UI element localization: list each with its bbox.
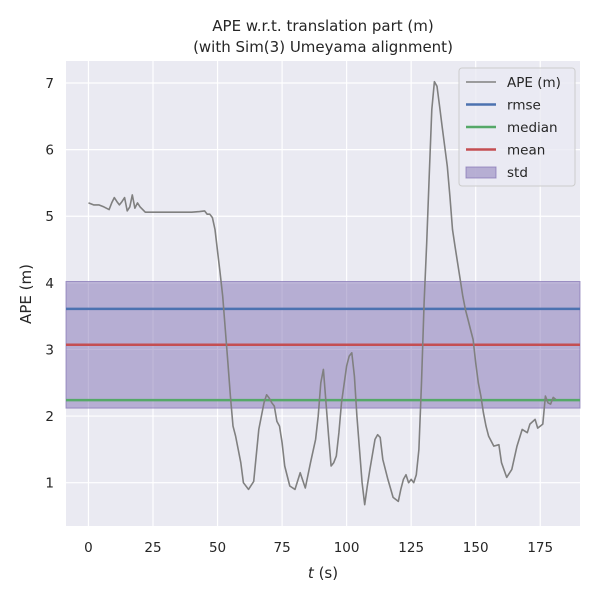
x-tick-label: 100	[334, 540, 360, 556]
y-axis-label: APE (m)	[17, 264, 35, 324]
x-tick-label: 75	[273, 540, 290, 556]
series-layer	[88, 80, 557, 506]
y-tick-label: 1	[45, 476, 54, 492]
legend: APE (m) rmse median mean std	[458, 67, 576, 187]
x-tick-label: 25	[144, 540, 161, 556]
legend-entry-ape-label: APE (m)	[507, 75, 561, 91]
x-axis-label: t (s)	[308, 564, 338, 582]
chart-title: APE w.r.t. translation part (m)	[212, 17, 433, 35]
x-tick-labels: 0 25 50 75 100 125 150 175	[84, 540, 553, 556]
x-axis-unit: (s)	[314, 564, 338, 582]
stat-lines-layer	[66, 307, 580, 402]
legend-entry-median-label: median	[507, 120, 558, 136]
x-tick-label: 50	[209, 540, 226, 556]
legend-entry-std-label: std	[507, 165, 528, 181]
y-tick-label: 3	[45, 342, 54, 358]
legend-entry-mean-label: mean	[507, 143, 545, 159]
x-tick-label: 150	[463, 540, 489, 556]
y-tick-label: 2	[45, 409, 54, 425]
x-tick-label: 175	[527, 540, 553, 556]
chart-subtitle: (with Sim(3) Umeyama alignment)	[193, 38, 453, 56]
y-tick-label: 5	[45, 209, 54, 225]
y-tick-label: 4	[45, 276, 54, 292]
legend-box	[458, 67, 576, 187]
legend-entry-std-swatch	[465, 166, 497, 179]
x-axis-var: t	[308, 564, 315, 582]
y-tick-label: 6	[45, 143, 54, 159]
legend-entry-rmse-label: rmse	[507, 98, 541, 114]
x-tick-label: 0	[84, 540, 93, 556]
x-tick-label: 125	[398, 540, 424, 556]
ape-series-line	[88, 80, 557, 506]
y-tick-labels: 1 2 3 4 5 6 7	[45, 76, 54, 492]
y-tick-label: 7	[45, 76, 54, 92]
